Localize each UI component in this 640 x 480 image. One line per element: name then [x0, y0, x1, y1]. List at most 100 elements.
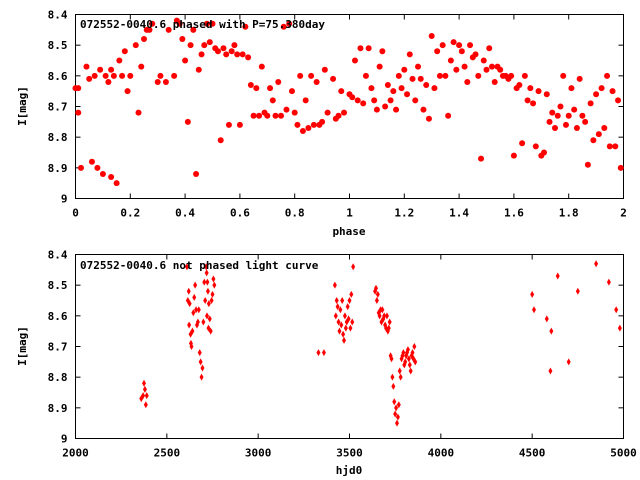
x-tick-label: 1.4: [449, 207, 469, 220]
data-point: [598, 85, 605, 92]
data-point: [288, 88, 295, 95]
data-point: [198, 51, 205, 58]
data-point: [387, 318, 392, 326]
data-point: [184, 263, 189, 271]
data-point: [417, 75, 424, 82]
y-axis-label: I[mag]: [16, 326, 29, 366]
x-tick-label: 2000: [62, 447, 89, 460]
data-point: [478, 155, 485, 162]
data-point: [384, 312, 389, 320]
data-point: [278, 112, 284, 119]
data-point: [231, 42, 238, 49]
data-point: [543, 91, 550, 98]
data-point: [571, 106, 578, 113]
data-point: [527, 85, 534, 92]
data-point: [204, 20, 211, 27]
data-point: [157, 72, 164, 79]
data-point: [531, 306, 536, 314]
data-point: [77, 164, 84, 171]
data-point: [410, 349, 415, 357]
data-point: [587, 100, 594, 107]
data-point: [549, 109, 556, 116]
data-points: [139, 260, 622, 427]
data-point: [196, 306, 201, 314]
data-point: [387, 97, 394, 104]
data-point: [401, 66, 408, 73]
data-point: [332, 281, 337, 289]
unphased-light-curve-panel: 2000 2500 3000 3500 4000 4500 5000 8.48.58.68.…: [16, 249, 637, 478]
data-point: [258, 63, 265, 70]
data-points: [72, 17, 624, 187]
data-point: [382, 103, 389, 110]
data-point: [415, 63, 421, 70]
data-point: [208, 327, 213, 335]
data-point: [594, 260, 599, 268]
data-point: [464, 78, 471, 85]
y-tick-label: 8.6: [48, 70, 68, 83]
data-point: [447, 57, 454, 64]
data-point: [209, 297, 214, 304]
data-point: [207, 315, 212, 323]
plot-frame: [75, 254, 624, 439]
data-point: [582, 118, 589, 125]
data-point: [202, 278, 207, 286]
data-point: [228, 48, 235, 55]
data-point: [576, 75, 583, 82]
x-tick-label: 0.4: [175, 207, 195, 220]
data-point: [143, 401, 148, 409]
x-tick-label: 2: [620, 207, 627, 220]
y-axis-label: I[mag]: [16, 86, 29, 126]
data-point: [335, 303, 340, 311]
data-point: [108, 174, 115, 181]
y-tick-label: 8.9: [48, 402, 68, 415]
data-point: [205, 312, 210, 320]
data-point: [595, 131, 602, 138]
data-point: [283, 106, 290, 113]
data-point: [338, 306, 343, 314]
data-point: [335, 112, 342, 119]
data-point: [379, 48, 386, 55]
data-point: [348, 324, 353, 332]
data-point: [405, 346, 410, 354]
data-point: [524, 97, 531, 104]
y-tick-label: 8.8: [48, 371, 68, 384]
data-point: [239, 51, 246, 58]
x-tick-label: 1.2: [394, 207, 414, 220]
x-tick-label: 1.6: [504, 207, 524, 220]
data-point: [217, 137, 224, 144]
data-point: [338, 88, 345, 95]
data-point: [423, 82, 430, 89]
data-point: [439, 42, 446, 49]
data-point: [242, 23, 249, 30]
plot-frame: [75, 14, 624, 199]
data-point: [380, 306, 385, 314]
data-point: [557, 103, 564, 110]
data-point: [105, 78, 112, 85]
data-point: [200, 364, 205, 372]
data-point: [612, 143, 619, 150]
data-point: [269, 97, 276, 104]
data-point: [617, 164, 624, 171]
data-point: [396, 401, 401, 409]
data-point: [354, 97, 361, 104]
data-point: [225, 121, 232, 128]
data-point: [371, 97, 378, 104]
x-axis-ticks: 0 0.2 0.4 0.6 0.8 1 1.2 1.4 1.6 1.8 2: [72, 14, 627, 220]
data-point: [209, 20, 216, 27]
data-point: [565, 112, 572, 119]
data-point: [450, 39, 457, 46]
data-point: [349, 94, 356, 101]
data-point: [198, 358, 203, 366]
data-point: [199, 373, 204, 381]
data-point: [365, 45, 372, 52]
data-point: [195, 318, 200, 326]
chart-title: 072552-0040.6 phased with P=75.380day: [80, 18, 325, 31]
y-tick-label: 8.5: [48, 279, 68, 292]
x-tick-label: 3500: [336, 447, 363, 460]
data-point: [395, 413, 400, 421]
data-point: [110, 72, 117, 79]
data-point: [516, 82, 523, 89]
data-point: [349, 290, 354, 298]
data-point: [171, 72, 178, 79]
